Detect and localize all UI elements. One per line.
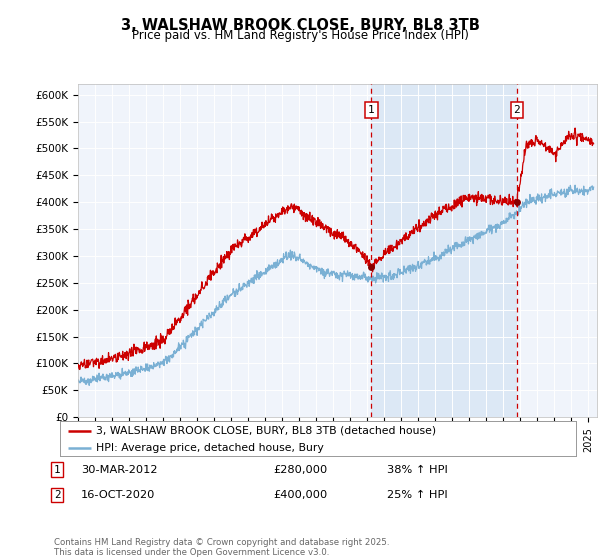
Text: £280,000: £280,000: [273, 465, 327, 475]
Bar: [371, 84, 517, 417]
Text: 2: 2: [514, 105, 520, 115]
Text: 2: 2: [54, 490, 60, 500]
Text: 1: 1: [54, 465, 60, 475]
Text: 30-MAR-2012: 30-MAR-2012: [81, 465, 157, 475]
Text: 38% ↑ HPI: 38% ↑ HPI: [387, 465, 448, 475]
Text: 25% ↑ HPI: 25% ↑ HPI: [387, 490, 448, 500]
Text: 16-OCT-2020: 16-OCT-2020: [81, 490, 155, 500]
Text: 1: 1: [368, 105, 375, 115]
Text: Contains HM Land Registry data © Crown copyright and database right 2025.
This d: Contains HM Land Registry data © Crown c…: [54, 538, 389, 557]
Text: 3, WALSHAW BROOK CLOSE, BURY, BL8 3TB (detached house): 3, WALSHAW BROOK CLOSE, BURY, BL8 3TB (d…: [96, 426, 436, 436]
Text: 3, WALSHAW BROOK CLOSE, BURY, BL8 3TB: 3, WALSHAW BROOK CLOSE, BURY, BL8 3TB: [121, 18, 479, 33]
Text: £400,000: £400,000: [273, 490, 327, 500]
Text: Price paid vs. HM Land Registry's House Price Index (HPI): Price paid vs. HM Land Registry's House …: [131, 29, 469, 42]
Text: HPI: Average price, detached house, Bury: HPI: Average price, detached house, Bury: [96, 442, 324, 452]
